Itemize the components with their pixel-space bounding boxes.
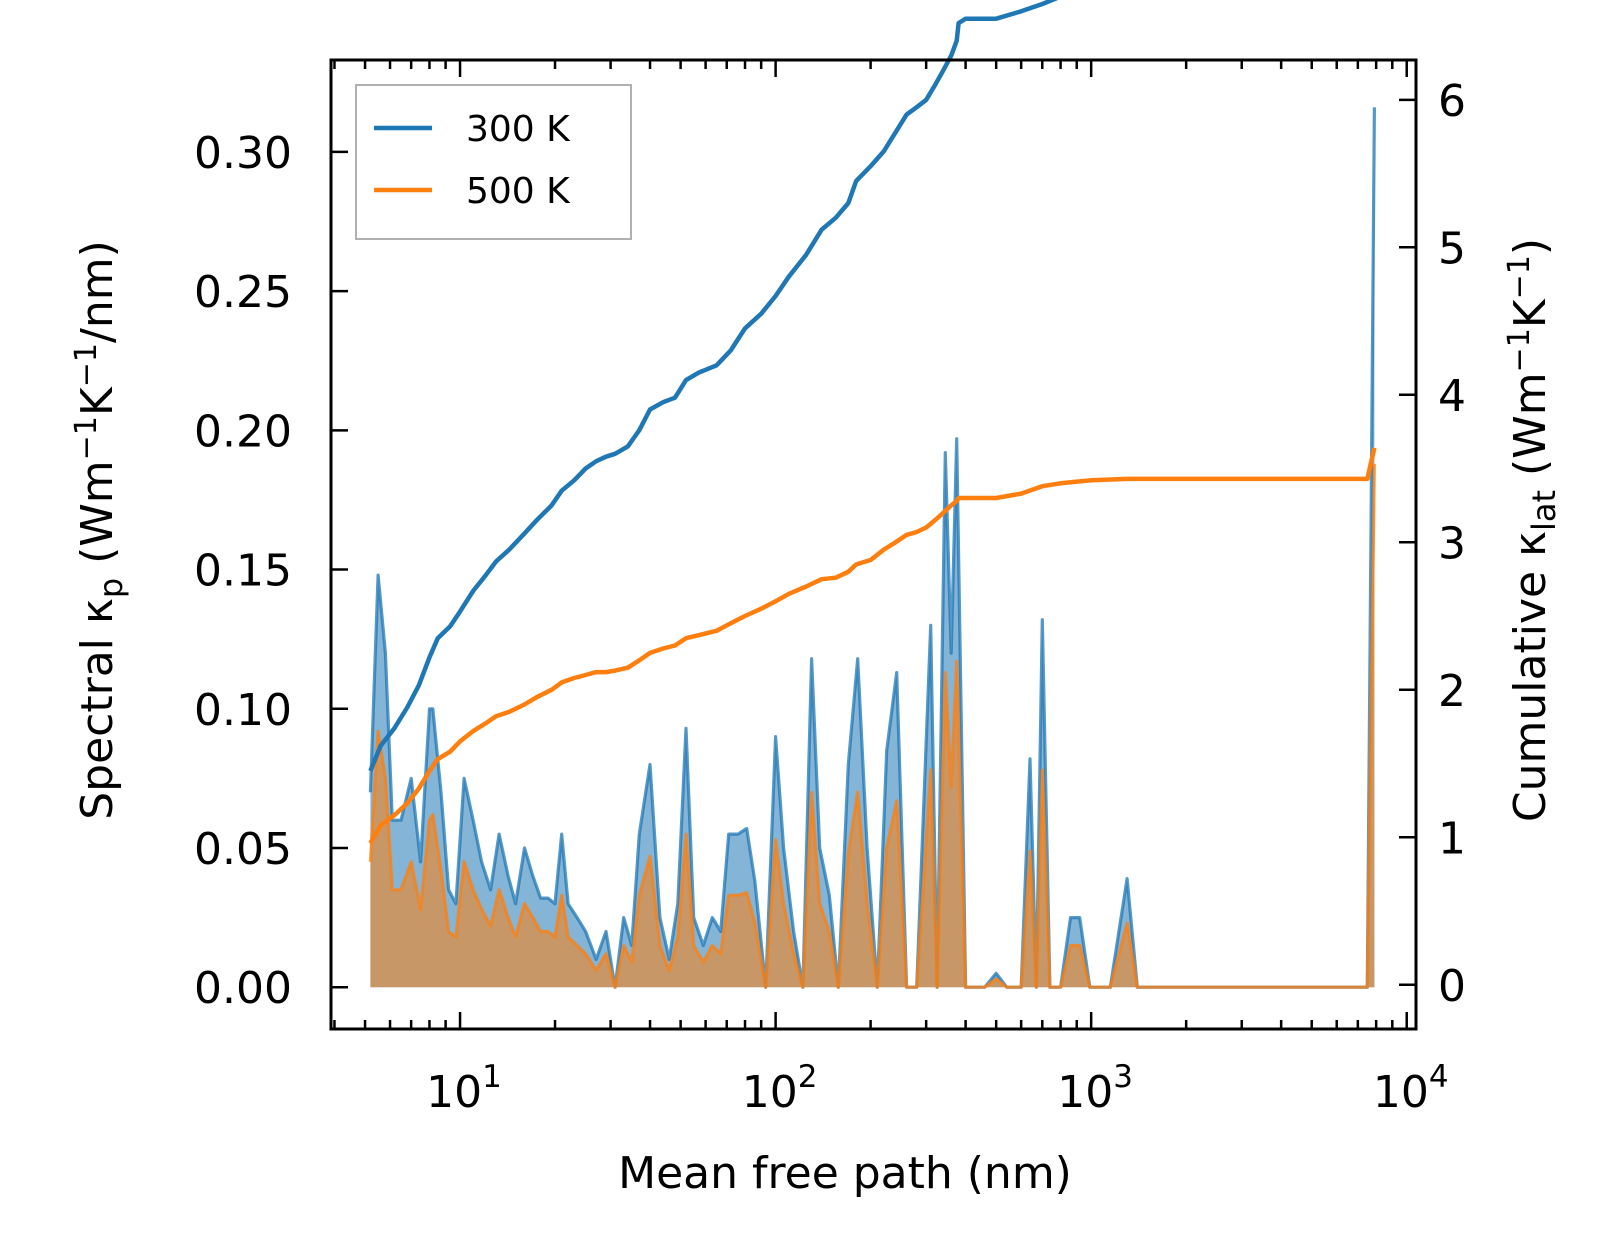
- spectral-line-1: [368, 463, 1376, 989]
- y-right-tick-label: 3: [1438, 518, 1466, 569]
- y-left-tick-label: 0.10: [194, 685, 292, 736]
- x-axis: 101 102 103 104: [333, 60, 1449, 1118]
- axes-frame: [329, 58, 1418, 1031]
- y-left-tick-label: 0.30: [194, 128, 292, 179]
- y-left-tick-label: 0.00: [194, 963, 292, 1014]
- y-right-tick-label: 4: [1438, 371, 1466, 422]
- legend: 300 K 500 K: [355, 84, 632, 240]
- legend-label-500k: 500 K: [466, 171, 571, 212]
- plot-frame: [329, 58, 1418, 1031]
- y-right-tick-label: 1: [1438, 813, 1466, 864]
- x-tick-label: 104: [1373, 1059, 1449, 1118]
- x-tick-label: 101: [426, 1059, 502, 1118]
- y-axis-left: 0.00 0.05 0.10 0.15 0.20 0.25 0.30: [194, 128, 348, 1014]
- cumulative-line-1: [368, 447, 1377, 845]
- y-right-tick-label: 2: [1438, 666, 1466, 717]
- y-axis-right-title: Cumulative κlat (Wm−1K−1): [1502, 238, 1563, 822]
- x-tick-label: 102: [742, 1059, 818, 1118]
- y-axis-right: 0 1 2 3 4 5 6: [1399, 76, 1466, 1012]
- y-left-tick-label: 0.05: [194, 824, 292, 875]
- x-axis-title: Mean free path (nm): [618, 1148, 1072, 1199]
- legend-label-300k: 300 K: [466, 109, 571, 150]
- y-left-tick-label: 0.15: [194, 546, 292, 597]
- y-right-tick-label: 5: [1438, 223, 1466, 274]
- y-left-tick-label: 0.25: [194, 267, 292, 318]
- plot-area: [368, 0, 1377, 989]
- legend-box: [355, 84, 632, 240]
- y-left-tick-label: 0.20: [194, 406, 292, 457]
- y-right-tick-label: 6: [1438, 76, 1466, 127]
- cumulative-line-0: [368, 0, 1059, 772]
- x-tick-label: 103: [1057, 1059, 1133, 1118]
- spectral-area-1: [370, 463, 1375, 988]
- y-axis-left-title: Spectral κp (Wm−1K−1/nm): [69, 240, 130, 820]
- y-right-tick-label: 0: [1438, 961, 1466, 1012]
